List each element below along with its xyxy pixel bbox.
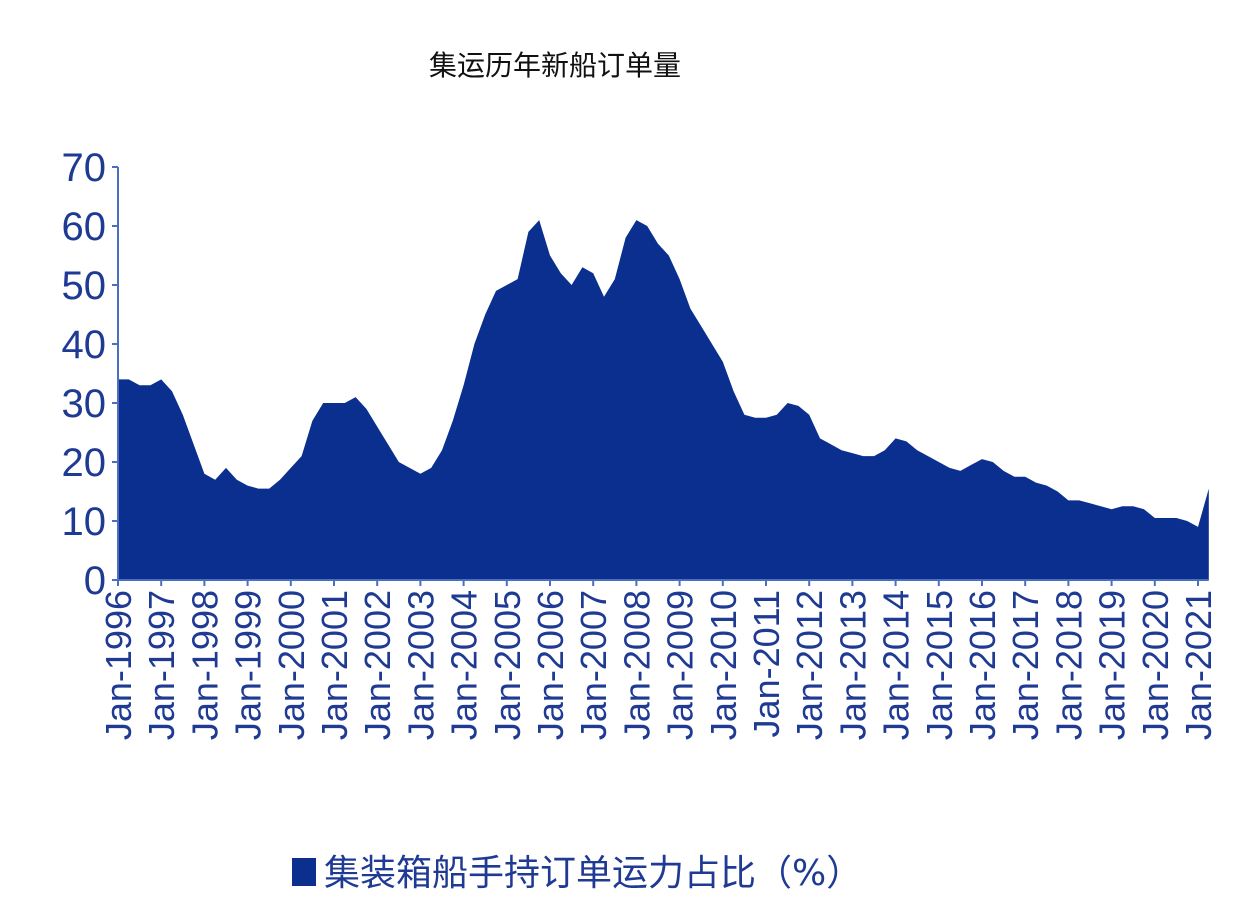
x-tick-label: Jan-1998 bbox=[184, 590, 225, 740]
legend-swatch bbox=[292, 858, 316, 886]
area bbox=[118, 220, 1209, 580]
y-tick-label: 20 bbox=[62, 441, 107, 485]
x-tick-label: Jan-2021 bbox=[1178, 590, 1219, 740]
x-tick-label: Jan-2010 bbox=[703, 590, 744, 740]
y-tick-label: 40 bbox=[62, 323, 107, 367]
x-tick-label: Jan-2004 bbox=[444, 590, 485, 740]
x-tick-label: Jan-1999 bbox=[228, 590, 269, 740]
x-tick-label: Jan-2007 bbox=[573, 590, 614, 740]
legend-label: 集装箱船手持订单运力占比（%） bbox=[324, 853, 862, 894]
y-tick-label: 50 bbox=[62, 264, 107, 308]
x-tick-label: Jan-2012 bbox=[789, 590, 830, 740]
x-tick-label: Jan-2002 bbox=[357, 590, 398, 740]
x-tick-label: Jan-2015 bbox=[919, 590, 960, 740]
y-tick-label: 30 bbox=[62, 382, 107, 426]
x-tick-label: Jan-2016 bbox=[962, 590, 1003, 740]
x-tick-label: Jan-2018 bbox=[1048, 590, 1089, 740]
x-tick-label: Jan-2017 bbox=[1005, 590, 1046, 740]
x-tick-label: Jan-2008 bbox=[616, 590, 657, 740]
x-tick-label: Jan-2001 bbox=[314, 590, 355, 740]
y-tick-label: 70 bbox=[62, 146, 107, 190]
x-tick-label: Jan-1997 bbox=[141, 590, 182, 740]
x-tick-label: Jan-2003 bbox=[400, 590, 441, 740]
x-tick-label: Jan-2014 bbox=[876, 590, 917, 740]
chart-title: 集运历年新船订单量 bbox=[429, 49, 681, 82]
y-tick-label: 10 bbox=[62, 500, 107, 544]
x-tick-label: Jan-2009 bbox=[660, 590, 701, 740]
x-tick-label: Jan-2006 bbox=[530, 590, 571, 740]
x-tick-label: Jan-2000 bbox=[271, 590, 312, 740]
y-tick-label: 60 bbox=[62, 205, 107, 249]
x-tick-label: Jan-2019 bbox=[1092, 590, 1133, 740]
x-tick-label: Jan-2013 bbox=[832, 590, 873, 740]
y-tick-label: 0 bbox=[84, 559, 106, 603]
x-tick-label: Jan-2005 bbox=[487, 590, 528, 740]
x-tick-label: Jan-2011 bbox=[746, 590, 787, 737]
x-tick-label: Jan-1996 bbox=[98, 590, 139, 740]
x-tick-label: Jan-2020 bbox=[1135, 590, 1176, 740]
